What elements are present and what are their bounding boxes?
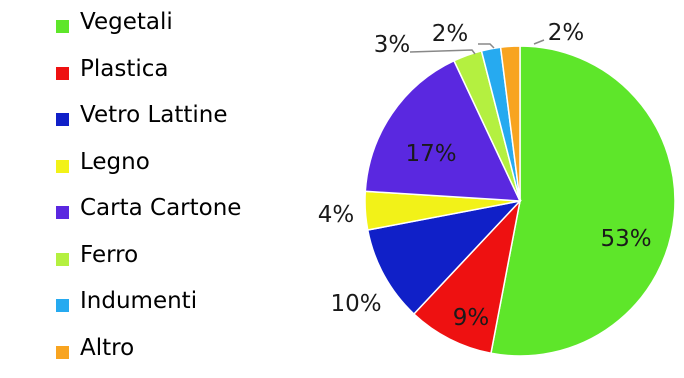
legend-swatch (56, 159, 69, 173)
legend-label: Legno (80, 148, 150, 175)
pie-slice (366, 199, 523, 316)
legend-swatch (56, 66, 69, 80)
legend-label: Vegetali (80, 9, 173, 35)
legend-label: Carta Cartone (80, 195, 242, 221)
legend-swatch (56, 299, 69, 312)
pie-plot: 53% 9% 10% 4% 17% 3% 2% 2% (318, 20, 676, 357)
legend-label: Indumenti (80, 288, 198, 314)
data-label: 10% (330, 291, 381, 317)
pie-slice (364, 59, 522, 202)
legend-swatch (56, 113, 69, 126)
legend-swatch (56, 20, 69, 33)
leader-line (478, 43, 495, 49)
pie-slice (412, 198, 522, 355)
legend-label: Ferro (80, 241, 139, 268)
legend-label: Vetro Lattine (80, 102, 228, 128)
legend-label: Plastica (80, 55, 169, 82)
data-label: 4% (318, 202, 355, 228)
data-label: 2% (548, 20, 585, 46)
data-label: 2% (432, 21, 469, 47)
leader-line (533, 39, 545, 45)
pie-slice (499, 45, 521, 202)
pie-slice (490, 45, 676, 357)
data-label: 9% (453, 305, 490, 331)
legend-swatch (56, 252, 69, 266)
legend-swatch (56, 345, 69, 359)
data-label: 3% (374, 32, 411, 58)
leader-line (409, 49, 476, 55)
data-label: 53% (600, 226, 651, 252)
data-label: 17% (405, 141, 456, 167)
legend-label: Altro (80, 334, 135, 361)
legend-swatch (56, 206, 69, 219)
pie-chart: Vegetali Plastica Vetro Lattine Legno Carta … (56, 9, 676, 361)
